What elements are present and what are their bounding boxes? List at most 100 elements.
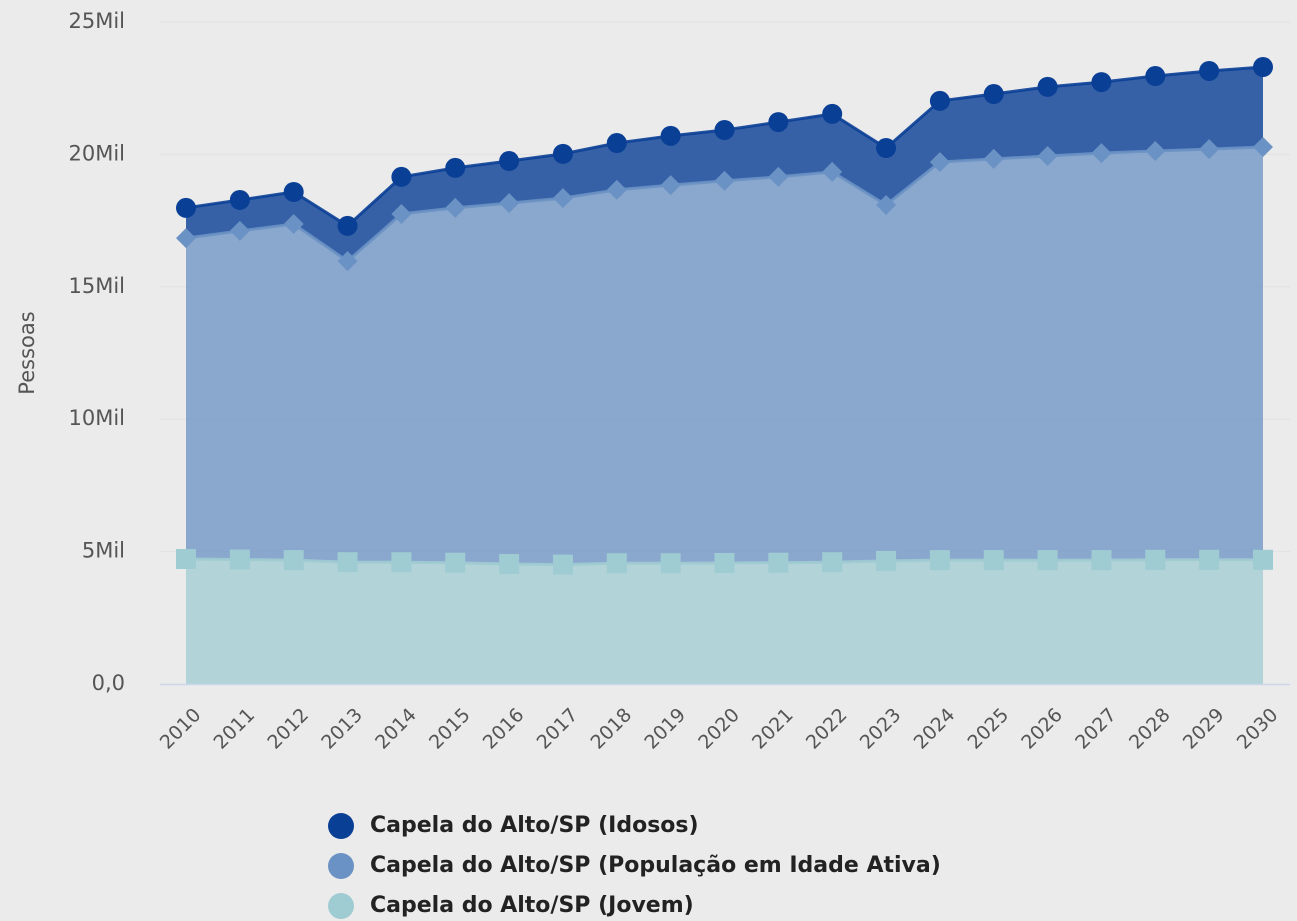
marker [445,552,466,573]
marker [606,179,627,200]
marker [606,133,627,154]
marker [391,166,412,187]
marker [768,166,789,187]
x-tick-label: 2028 [1125,704,1175,754]
marker [1037,550,1058,571]
area [186,559,1263,684]
x-tick-label: 2030 [1233,704,1283,754]
marker [283,550,304,571]
marker [229,549,250,570]
y-tick-label: 5Mil [82,539,125,563]
marker [1199,139,1220,160]
marker [1253,136,1273,157]
marker [606,553,627,574]
marker [391,552,412,573]
x-tick-label: 2029 [1179,704,1229,754]
y-axis-label: Pessoas [15,311,39,394]
marker [714,170,735,191]
marker [552,188,573,209]
marker [876,550,897,571]
marker [283,214,304,235]
marker [768,552,789,573]
y-tick-label: 15Mil [68,274,125,298]
marker [983,84,1004,105]
marker [1145,549,1166,570]
marker [1199,60,1220,81]
marker [1253,549,1273,570]
marker [283,182,304,203]
x-tick-label: 2024 [910,704,960,754]
x-tick-label: 2021 [748,704,798,754]
marker [499,554,520,575]
marker [445,197,466,218]
marker [1253,57,1273,78]
marker [983,550,1004,571]
marker [176,197,196,218]
marker [1037,145,1058,166]
x-tick-label: 2014 [371,704,421,754]
legend-symbol [328,853,354,879]
marker [660,125,681,146]
marker [660,553,681,574]
marker [337,552,358,573]
legend-symbol [328,893,354,919]
marker [1091,550,1112,571]
marker [1091,143,1112,164]
x-tick-label: 2022 [802,704,852,754]
area [186,146,1263,565]
marker [1145,140,1166,161]
marker [1199,549,1220,570]
y-tick-label: 20Mil [68,141,125,165]
marker [337,215,358,236]
marker [714,120,735,141]
x-tick-label: 2011 [210,704,260,754]
marker [714,552,735,573]
x-tick-label: 2020 [694,704,744,754]
marker [229,220,250,241]
legend-label: Capela do Alto/SP (Jovem) [370,893,694,918]
marker [876,138,897,159]
marker [176,549,196,570]
marker [660,175,681,196]
marker [499,151,520,172]
y-tick-label: 0,0 [92,671,125,695]
x-tick-label: 2027 [1071,704,1121,754]
x-tick-label: 2017 [533,704,583,754]
marker [822,161,843,182]
x-tick-label: 2025 [963,704,1013,754]
marker [229,189,250,210]
marker [1091,72,1112,93]
marker [1037,76,1058,97]
x-tick-label: 2013 [317,704,367,754]
x-tick-label: 2018 [586,704,636,754]
x-tick-label: 2016 [479,704,529,754]
x-tick-label: 2012 [263,704,313,754]
x-tick-label: 2010 [156,704,206,754]
area [186,67,1263,262]
marker [176,228,196,249]
marker [822,552,843,573]
marker [876,194,897,215]
marker [929,90,950,111]
x-tick-label: 2023 [856,704,906,754]
legend-label: Capela do Alto/SP (Idosos) [370,813,699,838]
marker [337,251,358,272]
marker [445,157,466,178]
y-tick-label: 10Mil [68,406,125,430]
marker [983,148,1004,169]
y-tick-label: 25Mil [68,9,125,33]
marker [929,550,950,571]
x-tick-label: 2026 [1017,704,1067,754]
marker [929,152,950,173]
marker [552,143,573,164]
x-tick-label: 2019 [640,704,690,754]
marker [822,103,843,124]
legend-label: Capela do Alto/SP (População em Idade At… [370,853,941,878]
x-tick-label: 2015 [425,704,475,754]
legend-symbol [328,813,354,839]
marker [768,112,789,133]
marker [391,203,412,224]
marker [552,554,573,575]
marker [1145,66,1166,87]
